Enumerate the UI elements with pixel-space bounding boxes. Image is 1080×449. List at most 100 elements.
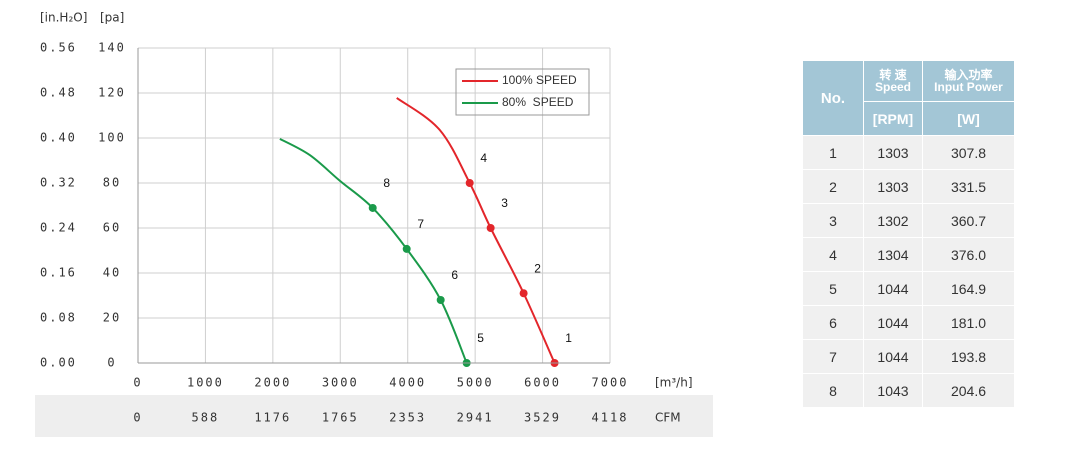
y-tick-label: 100 — [98, 131, 126, 145]
table-cell: 360.7 — [922, 203, 1015, 238]
table-cell: 7 — [802, 339, 864, 374]
x2-tick-label: 1176 — [254, 411, 291, 425]
point-label: 8 — [383, 176, 390, 190]
x-tick-label: 7000 — [592, 376, 629, 390]
point-label: 6 — [451, 268, 458, 282]
table-cell: 2 — [802, 169, 864, 204]
x2-tick-label: 2941 — [457, 411, 494, 425]
table-body: 1 1303 307.8 2 1303 331.5 3 1302 360.7 4 1304 376.0… — [802, 135, 1015, 408]
x2-tick-label: 0 — [133, 411, 142, 425]
y2-tick-label: 0.48 — [40, 86, 77, 100]
y-tick-label: 140 — [98, 41, 126, 55]
x-tick-label: 2000 — [254, 376, 291, 390]
cfm-band — [35, 395, 713, 437]
table-cell: 193.8 — [922, 339, 1015, 374]
table-cell: 1 — [802, 135, 864, 170]
point — [368, 203, 377, 212]
table-row: 4 1304 376.0 — [802, 237, 1015, 272]
legend-box — [455, 68, 590, 116]
y-tick-label: 0 — [107, 356, 116, 370]
x2-tick-label: 1765 — [322, 411, 359, 425]
y-tick-label: 20 — [103, 311, 121, 325]
table-row: 8 1043 204.6 — [802, 373, 1015, 408]
legend-label: 80% SPEED — [502, 95, 574, 109]
table-cell: 331.5 — [922, 169, 1015, 204]
header-speed: 转 速 Speed — [863, 60, 923, 102]
y2-tick-label: 0.24 — [40, 221, 77, 235]
legend-label: 100% SPEED — [502, 73, 577, 87]
y-tick-label: 40 — [103, 266, 121, 280]
x2-tick-label: 4118 — [592, 411, 629, 425]
x-tick-label: 1000 — [187, 376, 224, 390]
table-cell: 1302 — [863, 203, 923, 238]
table-cell: 1044 — [863, 271, 923, 306]
point — [465, 179, 474, 187]
table-cell: 1303 — [863, 135, 923, 170]
table-cell: 5 — [802, 271, 864, 306]
table-cell: 4 — [802, 237, 864, 272]
y2-tick-label: 0.56 — [40, 41, 77, 55]
x-tick-label: 6000 — [524, 376, 561, 390]
x-label: [m³/h] — [655, 376, 693, 390]
y2-tick-label: 0.16 — [40, 266, 77, 280]
table-cell: 1043 — [863, 373, 923, 408]
table-cell: 3 — [802, 203, 864, 238]
y-tick-label: 60 — [103, 221, 121, 235]
y2-tick-label: 0.08 — [40, 311, 77, 325]
point — [402, 244, 411, 253]
point-label: 1 — [565, 331, 572, 345]
point-label: 4 — [480, 151, 487, 165]
point — [486, 224, 495, 232]
table-cell: 1303 — [863, 169, 923, 204]
table-cell: 6 — [802, 305, 864, 340]
header-power: 输入功率 Input Power — [922, 60, 1015, 102]
x2-tick-label: 588 — [192, 411, 220, 425]
header-unit-w: [W] — [922, 101, 1015, 136]
x2-tick-label: 2353 — [389, 411, 426, 425]
point-label: 3 — [501, 196, 508, 210]
header-no: No. — [802, 60, 864, 136]
y-tick-label: 80 — [103, 176, 121, 190]
header-power-en: Input Power — [934, 80, 1003, 94]
point-label: 7 — [417, 217, 424, 231]
x2-label: CFM — [655, 411, 681, 425]
header-speed-cn: 转 速 — [879, 68, 907, 82]
chart: [in.H₂O] [pa] [m³/h] CFM 020406080100120… — [35, 11, 713, 437]
table-row: 6 1044 181.0 — [802, 305, 1015, 340]
point-label: 2 — [534, 261, 541, 275]
y-tick-label: 120 — [98, 86, 126, 100]
table-cell: 1304 — [863, 237, 923, 272]
y2-tick-label: 0.40 — [40, 131, 77, 145]
table-cell: 1044 — [863, 339, 923, 374]
table-row: 2 1303 331.5 — [802, 169, 1015, 204]
curve — [279, 138, 468, 364]
y2-tick-label: 0.32 — [40, 176, 77, 190]
spec-table: No. 转 速 Speed 输入功率 Input Power [RPM] [W] 1… — [802, 60, 1015, 408]
y2-label: [in.H₂O] — [40, 11, 87, 25]
table-row: 7 1044 193.8 — [802, 339, 1015, 374]
header-power-cn: 输入功率 — [944, 68, 993, 82]
x-tick-label: 0 — [133, 376, 142, 390]
table-row: 1 1303 307.8 — [802, 135, 1015, 170]
x2-tick-label: 3529 — [524, 411, 561, 425]
table-cell: 376.0 — [922, 237, 1015, 272]
y2-tick-label: 0.00 — [40, 356, 77, 370]
table-cell: 1044 — [863, 305, 923, 340]
table-cell: 181.0 — [922, 305, 1015, 340]
x-tick-label: 5000 — [457, 376, 494, 390]
point — [519, 289, 528, 298]
table-cell: 204.6 — [922, 373, 1015, 408]
table-cell: 8 — [802, 373, 864, 408]
point-label: 5 — [477, 331, 484, 345]
x-tick-label: 4000 — [389, 376, 426, 390]
header-speed-en: Speed — [874, 80, 911, 94]
y-label: [pa] — [100, 11, 124, 25]
table-cell: 307.8 — [922, 135, 1015, 170]
header-unit-rpm: [RPM] — [863, 101, 923, 136]
curve — [396, 97, 556, 364]
point — [436, 296, 445, 304]
table-cell: 164.9 — [922, 271, 1015, 306]
table-row: 3 1302 360.7 — [802, 203, 1015, 238]
table-row: 5 1044 164.9 — [802, 271, 1015, 306]
